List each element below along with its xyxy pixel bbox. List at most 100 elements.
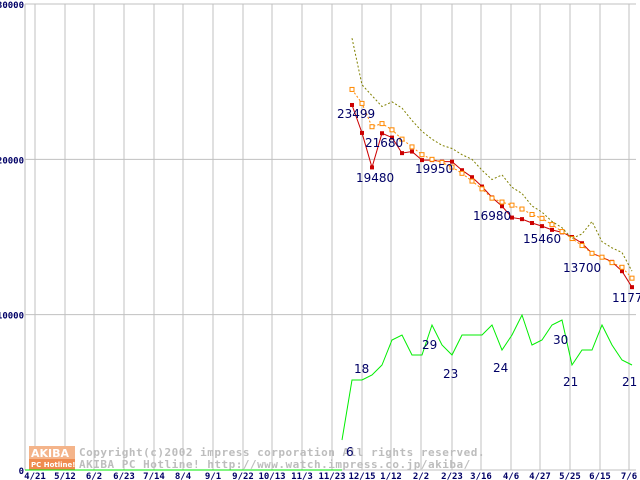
- data-label: 21: [563, 375, 578, 389]
- orange-dotted-point: [439, 159, 445, 165]
- orange-dotted-point: [549, 222, 555, 228]
- logo-bottom-text: PC Hotline!: [31, 461, 75, 469]
- average-price-point: [500, 204, 504, 209]
- orange-dotted-point: [379, 121, 385, 127]
- orange-dotted-point: [479, 186, 485, 192]
- x-tick-label: 6/2: [86, 472, 102, 480]
- x-tick-label: 5/25: [559, 472, 581, 480]
- grid: [24, 3, 636, 471]
- average-price-point: [420, 158, 424, 163]
- x-axis-ticks: 4/21 5/12 6/2 6/23 7/14 8/4 9/1 9/22 10/13 11/3 11…: [24, 472, 637, 480]
- data-label: 21680: [365, 136, 403, 150]
- logo-bottom-bg: [29, 459, 75, 470]
- data-label: 23: [443, 367, 458, 381]
- orange-dotted-point: [349, 86, 355, 92]
- orange-dotted-point: [629, 275, 635, 281]
- data-label: 6: [346, 445, 354, 459]
- orange-dotted-point: [599, 254, 605, 260]
- orange-dotted-point: [539, 215, 545, 221]
- orange-dotted-point: [559, 229, 565, 235]
- x-tick-label: 6/15: [589, 472, 611, 480]
- orange-dotted-point: [569, 236, 575, 242]
- average-price-point: [510, 215, 514, 220]
- data-label: 19480: [356, 171, 394, 185]
- copyright-text: Copyright(c)2002 impress corporation All…: [79, 446, 485, 459]
- orange-dotted-point: [409, 144, 415, 150]
- average-price-point: [450, 159, 454, 164]
- orange-dotted-point: [589, 250, 595, 256]
- x-tick-label: 9/1: [205, 472, 221, 480]
- y-tick-label: 0: [19, 467, 24, 477]
- orange-dotted-point: [619, 264, 625, 270]
- orange-dotted-point: [469, 178, 475, 184]
- orange-dotted-point: [419, 152, 425, 158]
- x-tick-label: 3/16: [470, 472, 492, 480]
- data-label: 16980: [473, 209, 511, 223]
- data-label: 18: [354, 362, 369, 376]
- data-label: 15460: [523, 232, 561, 246]
- x-tick-label: 5/12: [54, 472, 76, 480]
- orange-dotted-point: [609, 260, 615, 266]
- y-tick-label: 30000: [0, 1, 24, 11]
- orange-dotted-point: [529, 211, 535, 217]
- average-price-point: [370, 165, 374, 170]
- data-label: 23499: [337, 107, 375, 121]
- orange-dotted-point: [459, 170, 465, 176]
- average-price-point: [410, 149, 414, 154]
- orange-dotted-point: [359, 100, 365, 106]
- x-tick-label: 12/15: [348, 472, 375, 480]
- average-price-point: [390, 135, 394, 140]
- orange-dotted-point: [489, 195, 495, 201]
- olive-dotted-line: [351, 38, 633, 272]
- data-label: 24: [493, 361, 508, 375]
- data-label: 13700: [563, 261, 601, 275]
- data-label: 29: [422, 338, 437, 352]
- average-price-point: [400, 151, 404, 156]
- orange-dotted-point: [369, 124, 375, 130]
- orange-dotted-point: [509, 202, 515, 208]
- orange-dotted-line: [351, 89, 633, 279]
- logo-top-bg: [29, 446, 75, 459]
- x-tick-label: 4/27: [529, 472, 551, 480]
- average-price-point: [460, 168, 464, 173]
- data-label: 19950: [415, 162, 453, 176]
- average-price-point: [520, 217, 524, 222]
- x-tick-label: 2/2: [413, 472, 429, 480]
- x-tick-label: 4/6: [503, 472, 519, 480]
- orange-dotted-point: [499, 199, 505, 205]
- orange-dotted-point: [579, 243, 585, 249]
- x-tick-label: 1/12: [380, 472, 402, 480]
- shop-count-line: [341, 313, 633, 441]
- x-tick-label: 6/23: [113, 472, 135, 480]
- orange-dotted-point: [429, 156, 435, 162]
- average-price-point: [540, 224, 544, 229]
- url-text: AKIBA PC Hotline! http://www.watch.impre…: [79, 458, 471, 471]
- x-tick-label: 9/22: [232, 472, 254, 480]
- orange-dotted-point: [399, 136, 405, 142]
- average-price-point: [530, 221, 534, 226]
- orange-dotted-point: [519, 206, 525, 212]
- logo-top-text: AKIBA: [31, 447, 70, 460]
- data-label: 30: [553, 333, 568, 347]
- x-tick-label: 7/14: [143, 472, 165, 480]
- series-layer: [25, 38, 635, 471]
- x-tick-label: 2/23: [441, 472, 463, 480]
- average-price-point: [380, 131, 384, 136]
- orange-dotted-point: [449, 164, 455, 170]
- average-price-point: [550, 227, 554, 232]
- average-price-point: [620, 269, 624, 274]
- x-tick-label: 4/21: [24, 472, 46, 480]
- x-tick-label: 7/6: [621, 472, 637, 480]
- watermark: AKIBA PC Hotline! Copyright(c)2002 impre…: [29, 446, 485, 471]
- average-price-point: [360, 130, 364, 135]
- data-label: 11770: [612, 291, 640, 305]
- data-labels: 23499 21680 19480 19950 16980 15460 13700 11770…: [337, 107, 640, 459]
- average-price-point: [630, 285, 634, 290]
- y-tick-label: 20000: [0, 156, 24, 166]
- x-tick-label: 11/3: [291, 472, 313, 480]
- average-price-point: [350, 102, 354, 107]
- orange-dotted-point: [389, 127, 395, 133]
